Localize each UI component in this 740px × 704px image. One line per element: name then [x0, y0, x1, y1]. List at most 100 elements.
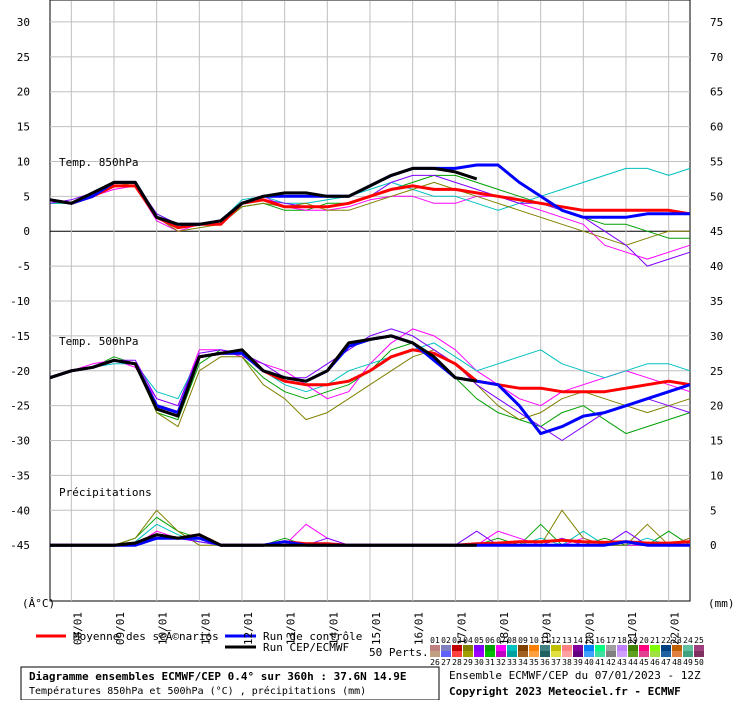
- legend-swatch: [683, 645, 693, 651]
- x-tick-label: 12/01: [242, 612, 255, 645]
- legend-swatch: [529, 645, 539, 651]
- y-tick-label: -40: [10, 504, 30, 517]
- series-line: [49, 342, 691, 400]
- legend-member: 25: [694, 636, 704, 645]
- y-tick-label: 5: [23, 190, 30, 203]
- x-tick-label: 15/01: [370, 612, 383, 645]
- y2-tick-label: 25: [710, 365, 723, 378]
- y-tick-label: -45: [10, 539, 30, 552]
- legend-member: 47: [661, 658, 671, 667]
- footer-run: Ensemble ECMWF/CEP du 07/01/2023 - 12Z: [449, 669, 701, 682]
- legend-member: 48: [672, 658, 682, 667]
- footer-title: Diagramme ensembles ECMWF/CEP 0.4° sur 3…: [29, 670, 407, 683]
- legend-member: 43: [617, 658, 627, 667]
- x-tick-label: 20/01: [583, 612, 596, 645]
- legend-member: 21: [650, 636, 660, 645]
- legend-member: 37: [551, 658, 561, 667]
- x-tick-label: 18/01: [498, 612, 511, 645]
- legend-swatch: [694, 651, 704, 657]
- y-tick-label: 30: [17, 16, 30, 29]
- legend-swatch: [496, 651, 506, 657]
- legend-swatch: [474, 645, 484, 651]
- legend-member: 33: [507, 658, 517, 667]
- legend-swatch: [430, 645, 440, 651]
- legend-swatch: [540, 651, 550, 657]
- x-tick-label: 08/01: [71, 612, 84, 645]
- legend-member: 32: [496, 658, 506, 667]
- y2-tick-label: 15: [710, 435, 723, 448]
- legend-swatch: [672, 651, 682, 657]
- legend-swatch: [430, 651, 440, 657]
- legend-member: 36: [540, 658, 550, 667]
- y2-tick-label: 50: [710, 190, 723, 203]
- footer-copyright: Copyright 2023 Meteociel.fr - ECMWF: [449, 685, 681, 698]
- legend-swatch: [661, 651, 671, 657]
- legend-member: 34: [518, 658, 528, 667]
- legend-member: 24: [683, 636, 693, 645]
- legend-swatch: [584, 651, 594, 657]
- y-tick-label: -15: [10, 330, 30, 343]
- y-tick-label: -35: [10, 469, 30, 482]
- legend-member: 27: [441, 658, 451, 667]
- y2-tick-label: 35: [710, 295, 723, 308]
- legend-swatch: [441, 645, 451, 651]
- legend-member: 06: [485, 636, 495, 645]
- legend-swatch: [496, 645, 506, 651]
- legend-swatch: [452, 645, 462, 651]
- series-line: [49, 334, 477, 418]
- y2-tick-label: 30: [710, 330, 723, 343]
- legend-member: 30: [474, 658, 484, 667]
- legend-member: 13: [562, 636, 572, 645]
- x-tick-label: 14/01: [327, 612, 340, 645]
- legend-member: 35: [529, 658, 539, 667]
- legend-member: 15: [584, 636, 594, 645]
- legend-swatch: [485, 645, 495, 651]
- legend-swatch: [529, 651, 539, 657]
- legend-member: 07: [496, 636, 506, 645]
- y2-tick-label: 0: [710, 539, 717, 552]
- legend-member: 08: [507, 636, 517, 645]
- legend-member: 20: [639, 636, 649, 645]
- series-line: [50, 533, 477, 547]
- y-tick-label: -10: [10, 295, 30, 308]
- legend-swatch: [518, 645, 528, 651]
- legend-member: 44: [628, 658, 638, 667]
- legend-member: 09: [518, 636, 528, 645]
- y-tick-label: 15: [17, 121, 30, 134]
- legend-member: 50: [694, 658, 704, 667]
- series-line: [49, 166, 478, 226]
- legend-swatch: [639, 651, 649, 657]
- legend-label: 50 Perts.: [369, 646, 429, 659]
- legend-swatch: [650, 645, 660, 651]
- y2-tick-label: 45: [710, 225, 723, 238]
- legend-member: 04: [463, 636, 473, 645]
- legend-label: Moyenne des scÃ©narios: [73, 630, 219, 643]
- legend-swatch: [573, 645, 583, 651]
- legend-member: 46: [650, 658, 660, 667]
- legend-swatch: [595, 651, 605, 657]
- legend-swatch: [562, 651, 572, 657]
- y2-tick-label: 5: [710, 504, 717, 517]
- legend-swatch: [540, 645, 550, 651]
- series-line: [49, 328, 691, 441]
- panel-label: Temp. 500hPa: [59, 335, 138, 348]
- legend-swatch: [507, 651, 517, 657]
- y-tick-label: -5: [17, 260, 30, 273]
- legend-swatch: [551, 651, 561, 657]
- legend-member: 11: [540, 636, 550, 645]
- y2-tick-label: 70: [710, 51, 723, 64]
- x-tick-label: 11/01: [199, 612, 212, 645]
- legend-member: 19: [628, 636, 638, 645]
- legend-swatch: [584, 645, 594, 651]
- legend-swatch: [617, 645, 627, 651]
- x-tick-label: 22/01: [669, 612, 682, 645]
- legend-swatch: [606, 645, 616, 651]
- y2-tick-label: 75: [710, 16, 723, 29]
- x-tick-label: 17/01: [455, 612, 468, 645]
- legend-member: 22: [661, 636, 671, 645]
- legend-member: 01: [430, 636, 440, 645]
- legend-member: 41: [595, 658, 605, 667]
- legend-member: 28: [452, 658, 462, 667]
- legend-swatch: [463, 651, 473, 657]
- legend-label: Run CEP/ECMWF: [263, 641, 349, 654]
